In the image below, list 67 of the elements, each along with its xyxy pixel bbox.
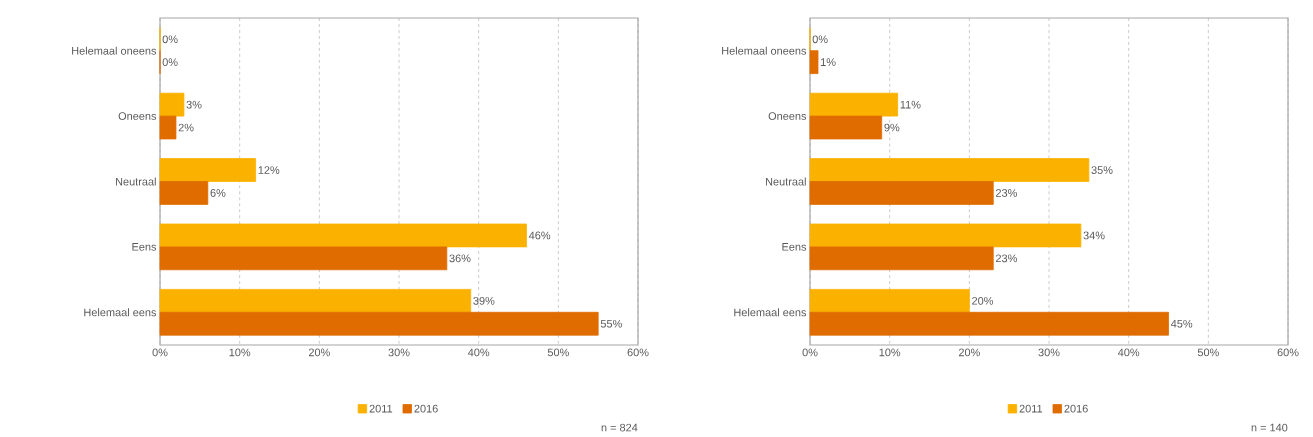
x-tick-label: 30% bbox=[388, 348, 410, 357]
data-label: 23% bbox=[995, 254, 1017, 263]
legend-label: 2016 bbox=[1064, 404, 1088, 413]
bar bbox=[809, 246, 994, 271]
text: n = 140 bbox=[1251, 423, 1288, 432]
y-tick-label: Neutraal bbox=[765, 177, 806, 186]
bar bbox=[159, 158, 257, 182]
data-label: 0% bbox=[162, 35, 178, 44]
data-label: 46% bbox=[528, 231, 551, 240]
y-tick-label: Helemaal oneens bbox=[72, 46, 157, 55]
y-tick-label: Helemaal eens bbox=[734, 308, 807, 317]
data-label: 39% bbox=[473, 296, 495, 305]
data-label: 34% bbox=[1083, 231, 1105, 240]
bar bbox=[809, 289, 970, 313]
bar bbox=[159, 223, 527, 248]
data-label: 11% bbox=[900, 100, 921, 109]
data-label: 9% bbox=[884, 123, 900, 132]
bar bbox=[809, 311, 1169, 336]
bar bbox=[809, 181, 994, 205]
bar bbox=[809, 115, 883, 140]
bar bbox=[159, 115, 177, 140]
y-tick-label: Helemaal eens bbox=[84, 308, 157, 317]
bar bbox=[159, 311, 599, 336]
x-tick-label: 60% bbox=[1277, 348, 1299, 357]
legend-label: 2016 bbox=[414, 404, 438, 413]
bar bbox=[159, 181, 209, 205]
y-tick-label: Eens bbox=[132, 243, 157, 251]
data-label: 1% bbox=[821, 58, 836, 66]
x-tick-label: 30% bbox=[1038, 348, 1060, 357]
x-tick-label: 20% bbox=[308, 348, 330, 357]
bar bbox=[809, 223, 1082, 248]
y-tick-label: Helemaal oneens bbox=[722, 46, 807, 55]
x-tick-label: 60% bbox=[627, 348, 649, 357]
x-tick-label: 40% bbox=[1117, 348, 1140, 357]
data-label: 23% bbox=[995, 189, 1017, 197]
data-label: 0% bbox=[162, 58, 178, 67]
legend-label: 2011 bbox=[1019, 404, 1043, 413]
data-label: 12% bbox=[258, 166, 280, 174]
data-label: 55% bbox=[600, 319, 622, 328]
data-label: 6% bbox=[210, 189, 226, 197]
data-label: 20% bbox=[972, 296, 994, 305]
y-tick-label: Neutraal bbox=[115, 177, 156, 186]
bar bbox=[809, 158, 1090, 182]
bar bbox=[809, 92, 899, 117]
data-label: 36% bbox=[449, 254, 471, 263]
x-tick-label: 50% bbox=[547, 348, 569, 357]
x-tick-label: 10% bbox=[879, 348, 901, 357]
x-tick-label: 50% bbox=[1197, 348, 1219, 357]
legend-label: 2011 bbox=[369, 404, 393, 413]
bar bbox=[159, 246, 448, 271]
x-tick-label: 20% bbox=[958, 348, 980, 357]
bar bbox=[809, 50, 819, 74]
x-tick-label: 40% bbox=[467, 348, 490, 357]
data-label: 45% bbox=[1170, 319, 1193, 328]
data-label: 0% bbox=[812, 35, 828, 44]
text: n = 824 bbox=[601, 423, 638, 432]
data-label: 3% bbox=[186, 100, 202, 109]
bar bbox=[159, 92, 185, 117]
y-tick-label: Oneens bbox=[118, 112, 157, 120]
y-tick-label: Eens bbox=[782, 243, 807, 251]
data-label: 2% bbox=[178, 123, 194, 132]
data-label: 35% bbox=[1091, 166, 1113, 174]
x-tick-label: 10% bbox=[229, 348, 251, 357]
y-tick-label: Oneens bbox=[768, 112, 807, 120]
x-tick-label: 0% bbox=[802, 348, 818, 357]
x-tick-label: 0% bbox=[152, 348, 168, 357]
bar bbox=[159, 289, 472, 313]
